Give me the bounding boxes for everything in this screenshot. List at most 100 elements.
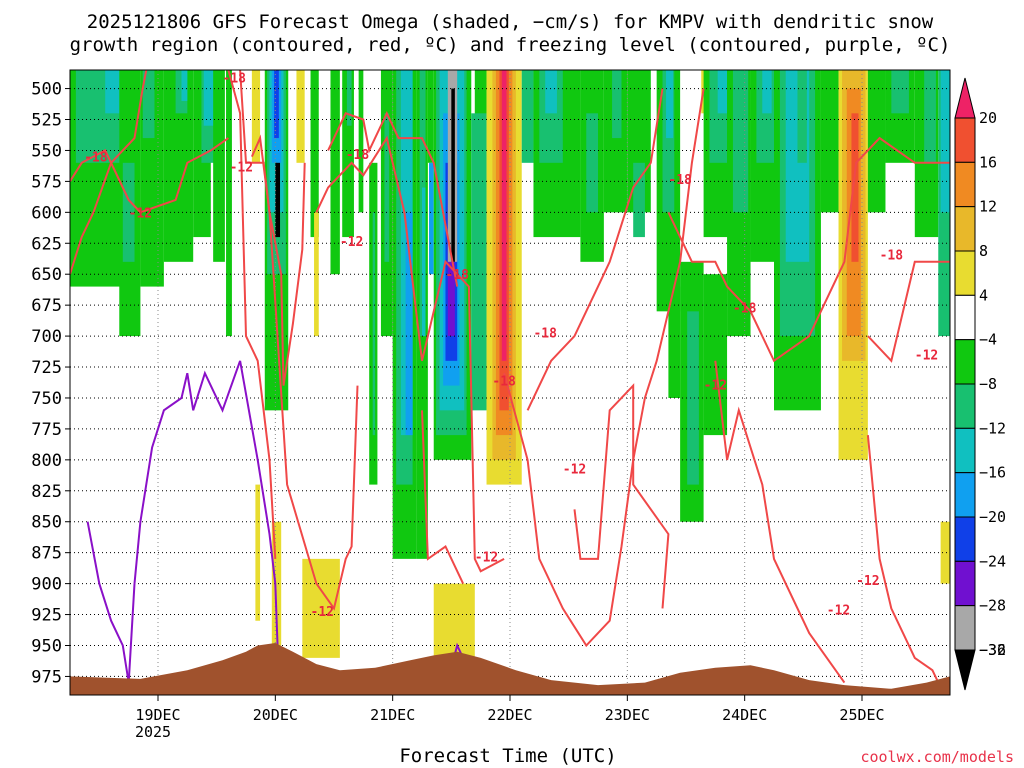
omega-cell	[255, 484, 261, 621]
x-tick-label: 22DEC	[487, 706, 532, 724]
contours: -18-12-18-12-18-12-18-18-12-18-12-18-12-…	[70, 70, 950, 690]
omega-cell	[797, 70, 807, 163]
contour-label: -18	[84, 151, 108, 166]
omega-cell	[924, 70, 936, 163]
colorbar-swatch	[954, 294, 976, 341]
contour-label: -18	[492, 375, 516, 390]
contour-purple-line	[86, 521, 130, 683]
y-tick-label: 525	[31, 111, 62, 131]
omega-cell	[762, 70, 772, 114]
colorbar-swatch	[954, 250, 976, 296]
contour-red-line	[227, 70, 277, 559]
omega-cell	[521, 70, 534, 163]
colorbar: 20 16 12 8 4 −4 −8 −12 −16 −20 −24 −28 −32−36	[954, 77, 1006, 691]
x-tick-label: 23DEC	[605, 706, 650, 724]
y-tick-label: 500	[31, 80, 62, 100]
colorbar-swatch	[954, 117, 976, 163]
y-tick-label: 825	[31, 482, 62, 502]
colorbar-swatch	[954, 472, 976, 518]
omega-cell	[226, 70, 232, 337]
omega-cell	[122, 162, 135, 262]
contour-label: -18	[733, 302, 757, 317]
y-tick-label: 650	[31, 265, 62, 285]
y-tick-label: 775	[31, 420, 62, 440]
omega-cell	[275, 162, 281, 238]
contour-label: -18	[880, 248, 904, 263]
contour-label: -18	[223, 71, 247, 86]
x-tick-label: 19DEC	[135, 706, 180, 724]
colorbar-swatch	[954, 605, 976, 651]
contour-red-line	[70, 137, 229, 214]
omega-shading	[70, 70, 950, 658]
terrain-fill	[70, 643, 950, 695]
colorbar-swatch	[954, 560, 976, 607]
y-tick-label: 600	[31, 203, 62, 223]
omega-cell	[433, 583, 475, 658]
omega-cell	[447, 212, 455, 337]
omega-cell	[142, 70, 155, 139]
omega-cell	[314, 212, 319, 337]
omega-cell	[296, 70, 305, 163]
omega-cell	[451, 88, 455, 262]
colorbar-label: −20	[979, 508, 1006, 526]
contour-red-line	[421, 410, 465, 585]
omega-cell	[820, 70, 839, 213]
omega-cell	[471, 113, 487, 411]
y-tick-label: 975	[31, 667, 62, 687]
colorbar-label: 20	[979, 109, 997, 127]
x-year-label: 2025	[135, 723, 171, 741]
colorbar-label: −16	[979, 464, 1006, 482]
y-tick-label: 725	[31, 358, 62, 378]
y-tick-label: 625	[31, 234, 62, 254]
y-axis: 500 525 550 575 600 625 650 675 700 725 750 775 800 8…	[31, 80, 70, 687]
colorbar-swatch	[954, 427, 976, 474]
contour-label: -18	[346, 148, 370, 163]
omega-cell	[668, 286, 681, 398]
contour-label: -12	[129, 206, 152, 221]
contour-red-line	[573, 383, 670, 609]
omega-cell	[429, 162, 434, 275]
colorbar-label: −12	[979, 419, 1006, 437]
omega-cell	[586, 113, 598, 213]
colorbar-swatch	[954, 649, 976, 691]
omega-cell	[274, 70, 279, 139]
omega-cell	[717, 70, 728, 114]
y-tick-label: 700	[31, 327, 62, 347]
omega-cell	[891, 70, 909, 114]
colorbar-label: 8	[979, 242, 988, 260]
y-tick-label: 875	[31, 544, 62, 564]
x-tick-label: 20DEC	[253, 706, 298, 724]
contour-red-line	[526, 88, 664, 411]
contour-purple-line	[239, 360, 280, 683]
colorbar-label: −32	[979, 641, 1006, 659]
contour-label: -12	[827, 604, 850, 619]
contour-label: -12	[915, 349, 938, 364]
contour-label: -12	[856, 574, 879, 589]
contour-label: -12	[704, 378, 727, 393]
omega-cell	[372, 212, 376, 436]
omega-cell	[310, 70, 319, 238]
y-tick-label: 675	[31, 296, 62, 316]
contour-red-line	[503, 88, 705, 648]
omega-cell	[358, 70, 364, 213]
omega-cell	[666, 70, 674, 139]
omega-cell	[213, 70, 225, 262]
y-tick-label: 750	[31, 389, 62, 409]
omega-cell	[427, 70, 434, 163]
colorbar-swatch	[954, 516, 976, 562]
contour-purple-line	[127, 360, 242, 683]
omega-cell	[940, 521, 950, 584]
colorbar-label: −8	[979, 375, 997, 393]
contour-red-line	[327, 110, 459, 287]
x-tick-label: 24DEC	[722, 706, 767, 724]
omega-cell	[422, 187, 426, 337]
colorbar-swatch	[954, 77, 976, 119]
omega-cell	[342, 70, 354, 238]
contour-label: -12	[311, 605, 334, 620]
contour-label: -18	[668, 173, 692, 188]
colorbar-label: 12	[979, 198, 997, 216]
omega-cell	[633, 162, 645, 238]
y-tick-label: 550	[31, 141, 62, 161]
omega-cell	[732, 70, 749, 213]
